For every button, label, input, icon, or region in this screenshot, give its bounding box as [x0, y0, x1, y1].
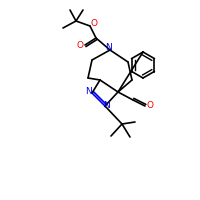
Text: N: N [106, 43, 112, 51]
Text: O: O [146, 102, 154, 110]
Text: O: O [90, 19, 98, 27]
Text: N: N [104, 100, 110, 110]
Text: O: O [76, 40, 84, 49]
Text: N: N [85, 88, 91, 97]
